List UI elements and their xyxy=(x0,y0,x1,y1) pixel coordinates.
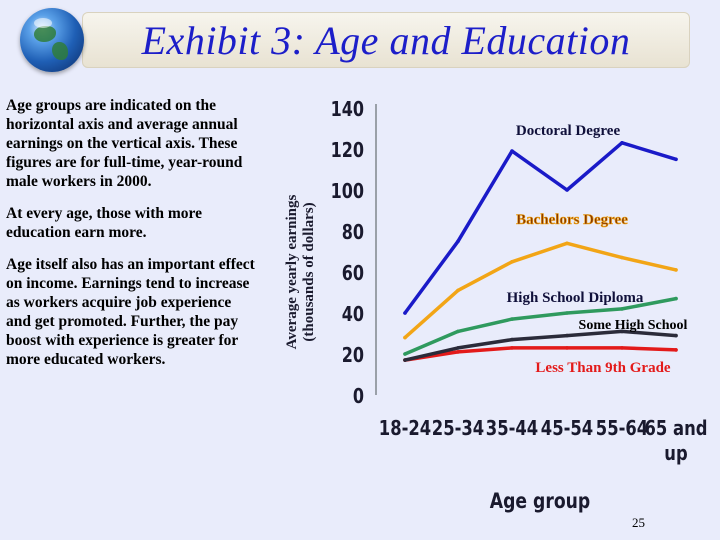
globe-icon xyxy=(20,8,84,72)
y-axis-title: Average yearly earnings(thousands of dol… xyxy=(284,195,317,350)
y-tick-label: 20 xyxy=(342,344,364,367)
data-point xyxy=(620,329,624,334)
note-education: At every age, those with more education … xyxy=(6,205,202,241)
title-banner xyxy=(82,12,690,68)
data-point xyxy=(403,335,407,340)
y-tick-label: 120 xyxy=(331,139,364,162)
x-tick-label: 25-34 xyxy=(432,418,484,441)
y-tick-label: 0 xyxy=(353,385,364,408)
series-line-doctoral-degree xyxy=(403,141,678,315)
data-point xyxy=(620,255,624,260)
data-point xyxy=(620,307,624,311)
y-tick-label: 40 xyxy=(342,303,364,326)
series-label: Less Than 9th Grade xyxy=(535,360,671,376)
series-label: Some High School xyxy=(579,318,688,333)
x-tick-label: 45-54 xyxy=(541,418,593,441)
x-tick-label: up xyxy=(664,443,687,466)
series-line-some-high-school xyxy=(403,329,678,362)
data-point xyxy=(456,239,460,244)
y-tick-label: 60 xyxy=(342,262,364,285)
series-label: Bachelors Degree xyxy=(516,212,628,228)
page-number: 25 xyxy=(632,515,645,530)
x-tick-label: 65 and xyxy=(645,418,708,441)
data-point xyxy=(565,241,569,246)
x-tick-label: 18-24 xyxy=(379,418,431,441)
data-point xyxy=(565,188,569,192)
x-tick-label: 35-44 xyxy=(486,418,538,441)
series-label: Doctoral Degree xyxy=(516,123,621,139)
x-tick-label: 55-64 xyxy=(596,418,648,441)
data-point xyxy=(674,157,678,162)
data-point xyxy=(620,346,624,350)
data-point xyxy=(510,260,514,264)
data-point xyxy=(565,346,569,350)
data-point xyxy=(565,311,569,315)
note-age-effect: Age itself also has an important effect … xyxy=(6,256,255,368)
data-point xyxy=(510,346,514,350)
data-point xyxy=(403,352,407,356)
data-point xyxy=(510,337,514,342)
data-point xyxy=(403,358,407,362)
data-point xyxy=(674,333,678,338)
data-point xyxy=(456,288,460,293)
data-point xyxy=(403,311,407,315)
explanatory-notes: Age groups are indicated on the horizont… xyxy=(6,96,256,382)
series-line-bachelors-degree xyxy=(403,241,678,340)
y-tick-label: 140 xyxy=(331,98,364,121)
data-point xyxy=(674,296,678,301)
series-label: High School Diploma xyxy=(507,290,644,306)
page-title: Exhibit 3: Age and Education xyxy=(141,17,631,63)
note-axes: Age groups are indicated on the horizont… xyxy=(6,97,243,190)
y-tick-label: 100 xyxy=(331,180,364,203)
data-point xyxy=(674,348,678,352)
x-axis-title: Age group xyxy=(490,488,590,513)
data-point xyxy=(510,149,514,153)
series-line-less-than-9th-grade xyxy=(403,346,678,362)
data-point xyxy=(456,346,460,350)
data-point xyxy=(510,317,514,321)
data-point xyxy=(565,333,569,338)
data-point xyxy=(456,350,460,354)
series-line-high-school-diploma xyxy=(403,296,678,356)
y-tick-label: 80 xyxy=(342,221,364,244)
data-point xyxy=(456,329,460,334)
data-point xyxy=(620,141,624,145)
data-point xyxy=(674,268,678,272)
